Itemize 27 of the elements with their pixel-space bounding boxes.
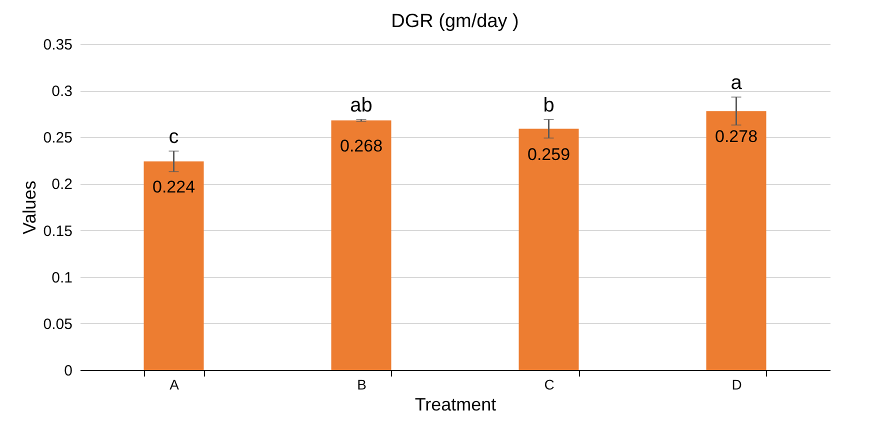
bar	[706, 111, 766, 370]
x-tick-label: A	[170, 376, 180, 392]
data-label: 0.224	[152, 177, 196, 196]
y-tick-label: 0.3	[52, 83, 72, 100]
bar	[331, 120, 392, 370]
data-label: 0.268	[340, 136, 383, 156]
annotation: a	[730, 72, 743, 94]
y-tick-label: 0.1	[52, 269, 72, 286]
y-tick-label: 0.05	[43, 316, 72, 333]
y-tick-label: 0.35	[43, 36, 72, 54]
chart-title: DGR (gm/day )	[391, 11, 519, 32]
y-tick-label: 0.2	[52, 176, 72, 194]
y-tick-label: 0	[64, 362, 72, 380]
y-tick-label: 0.15	[43, 222, 72, 240]
y-axis-title: Values	[19, 180, 40, 234]
annotation: ab	[350, 94, 372, 116]
x-axis-title: Treatment	[414, 394, 496, 414]
y-tick-label: 0.25	[43, 130, 72, 147]
data-label: 0.259	[527, 144, 570, 164]
x-tick-label: B	[357, 376, 366, 392]
x-tick-label: C	[544, 376, 554, 392]
bar	[518, 128, 579, 370]
annotation: b	[543, 94, 554, 116]
x-tick-label: D	[732, 376, 742, 392]
annotation: c	[168, 126, 179, 148]
data-label: 0.278	[714, 127, 758, 146]
bar	[144, 161, 204, 370]
